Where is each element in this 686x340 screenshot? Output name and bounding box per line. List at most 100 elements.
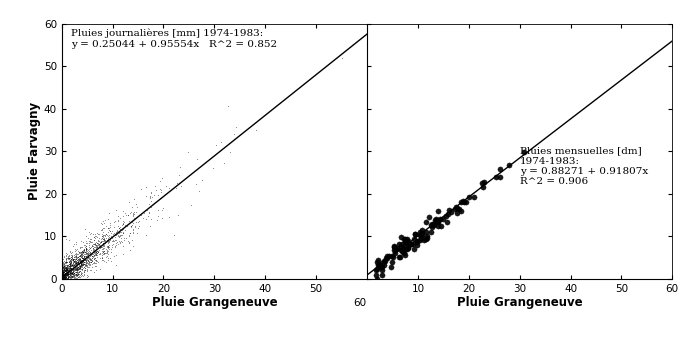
Point bbox=[62, 276, 73, 282]
Point bbox=[88, 241, 99, 246]
Point bbox=[79, 268, 90, 273]
Point bbox=[98, 246, 109, 252]
Point bbox=[62, 276, 73, 282]
Point bbox=[103, 240, 114, 246]
Point bbox=[84, 253, 95, 258]
Point bbox=[58, 276, 69, 282]
Point bbox=[57, 266, 68, 272]
Point bbox=[67, 256, 78, 261]
Point bbox=[64, 255, 75, 260]
Point bbox=[79, 247, 90, 253]
Point bbox=[64, 248, 75, 254]
Point bbox=[62, 276, 73, 282]
Point bbox=[72, 271, 83, 276]
Point bbox=[62, 275, 73, 280]
Point bbox=[84, 239, 95, 244]
Point bbox=[58, 274, 69, 280]
Point bbox=[84, 244, 95, 249]
Point bbox=[87, 239, 98, 244]
Point bbox=[69, 254, 80, 260]
Point bbox=[71, 266, 82, 271]
Point bbox=[459, 200, 470, 205]
Point bbox=[102, 235, 113, 240]
Point bbox=[71, 262, 82, 268]
Point bbox=[66, 271, 77, 276]
Point bbox=[71, 266, 82, 272]
Point bbox=[73, 260, 84, 266]
Point bbox=[60, 266, 71, 272]
Point bbox=[62, 263, 73, 269]
Point bbox=[78, 258, 88, 264]
Point bbox=[131, 204, 142, 209]
Point bbox=[78, 252, 88, 258]
Point bbox=[102, 243, 113, 249]
Point bbox=[67, 255, 78, 260]
Point bbox=[70, 275, 81, 280]
Point bbox=[58, 276, 69, 282]
Point bbox=[64, 252, 75, 258]
Point bbox=[61, 276, 72, 282]
Point bbox=[62, 276, 73, 282]
Point bbox=[113, 235, 124, 240]
Point bbox=[60, 276, 71, 282]
Point bbox=[59, 264, 70, 269]
Point bbox=[429, 221, 440, 226]
Point bbox=[72, 254, 83, 260]
Point bbox=[77, 262, 88, 268]
Point bbox=[93, 242, 104, 248]
Point bbox=[57, 272, 68, 278]
Point bbox=[62, 272, 73, 277]
Point bbox=[71, 269, 82, 275]
Point bbox=[60, 276, 71, 281]
Point bbox=[379, 258, 390, 264]
Point bbox=[110, 243, 121, 248]
Point bbox=[75, 244, 86, 250]
Point bbox=[69, 276, 80, 282]
Point bbox=[73, 263, 84, 269]
Point bbox=[60, 270, 71, 276]
Point bbox=[71, 276, 82, 282]
Point bbox=[64, 262, 75, 268]
Point bbox=[62, 276, 73, 281]
Point bbox=[111, 231, 122, 237]
Point bbox=[88, 269, 99, 275]
Point bbox=[65, 276, 76, 282]
Point bbox=[89, 260, 100, 265]
Point bbox=[63, 259, 74, 265]
Point bbox=[103, 239, 114, 244]
Point bbox=[433, 208, 444, 213]
Point bbox=[518, 150, 529, 155]
Point bbox=[69, 270, 80, 276]
Point bbox=[62, 271, 73, 276]
Point bbox=[63, 276, 74, 282]
Point bbox=[106, 242, 117, 248]
Point bbox=[67, 257, 78, 262]
Point bbox=[66, 257, 77, 263]
Point bbox=[63, 274, 74, 279]
Point bbox=[99, 240, 110, 245]
Point bbox=[434, 216, 445, 222]
Point bbox=[75, 252, 86, 257]
Point bbox=[60, 271, 71, 277]
Point bbox=[156, 216, 167, 221]
Point bbox=[108, 233, 119, 239]
Point bbox=[397, 242, 407, 247]
Point bbox=[82, 267, 93, 273]
Point bbox=[69, 276, 80, 282]
Point bbox=[64, 265, 75, 270]
Point bbox=[58, 276, 69, 282]
Point bbox=[59, 262, 70, 267]
Point bbox=[103, 229, 114, 235]
Point bbox=[80, 266, 91, 271]
Point bbox=[60, 266, 71, 271]
Point bbox=[97, 233, 108, 239]
Point bbox=[87, 241, 98, 246]
Point bbox=[141, 216, 152, 221]
Point bbox=[82, 258, 93, 264]
Point bbox=[57, 275, 68, 280]
Point bbox=[100, 259, 111, 264]
X-axis label: Pluie Grangeneuve: Pluie Grangeneuve bbox=[152, 296, 277, 309]
Point bbox=[58, 260, 69, 266]
Point bbox=[57, 276, 68, 282]
Point bbox=[58, 276, 69, 282]
